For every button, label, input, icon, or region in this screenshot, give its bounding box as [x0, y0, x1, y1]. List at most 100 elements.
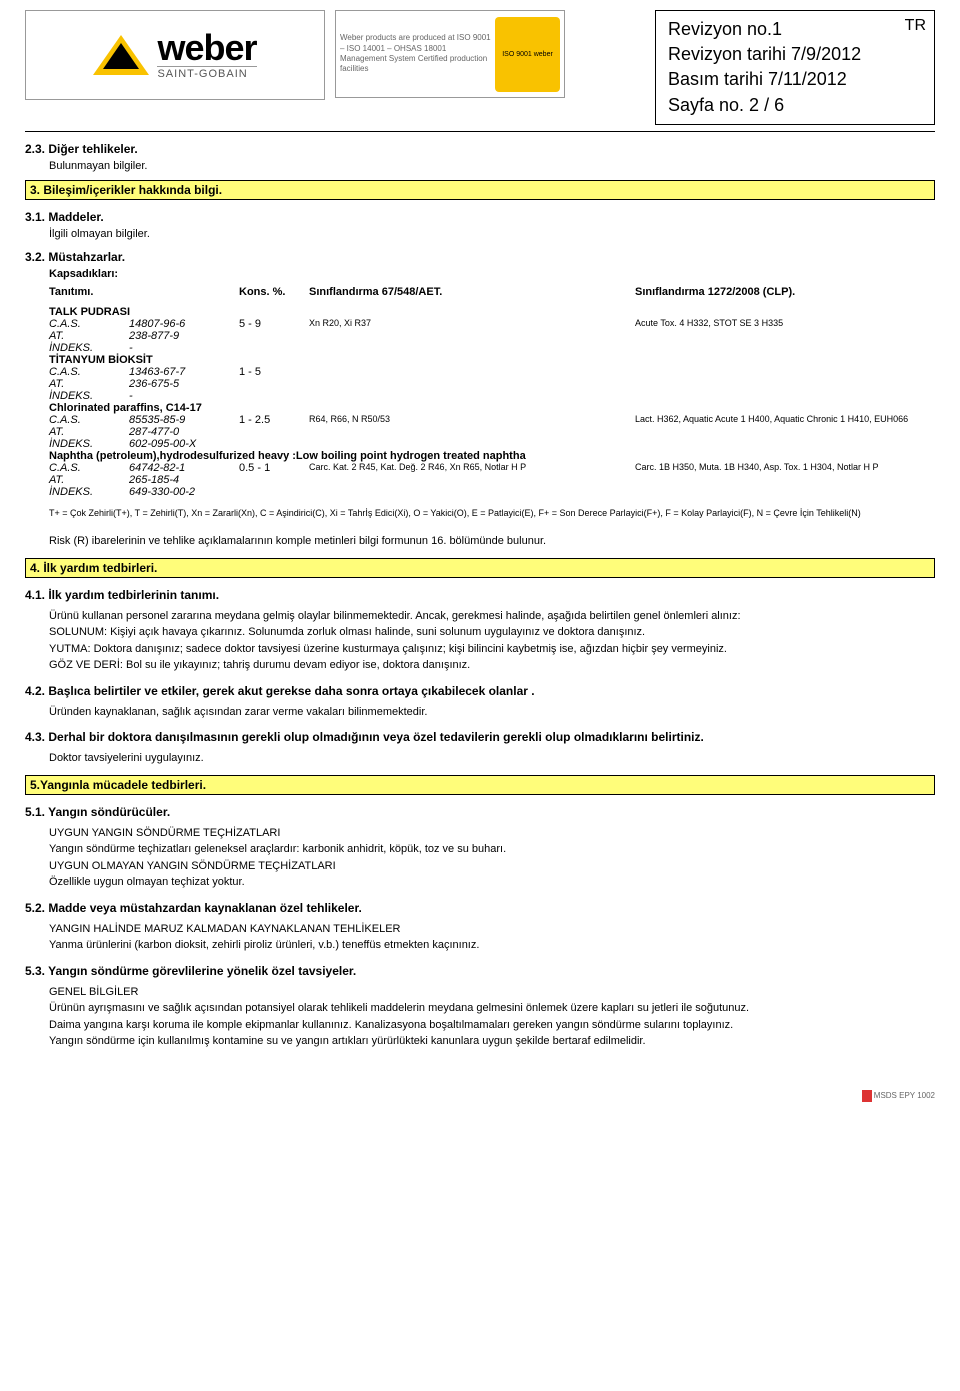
index-value: 649-330-00-2	[129, 486, 239, 498]
class2-value: Acute Tox. 4 H332, STOT SE 3 H335	[635, 318, 935, 330]
cas-value: 64742-82-1	[129, 462, 239, 474]
class1-value	[309, 366, 635, 378]
ingredient-name: TİTANYUM BİOKSİT	[49, 354, 935, 366]
s31-body: İlgili olmayan bilgiler.	[25, 228, 935, 240]
cas-value: 14807-96-6	[129, 318, 239, 330]
index-label: İNDEKS.	[49, 438, 129, 450]
class1-value: R64, R66, N R50/53	[309, 414, 635, 426]
s23-body: Bulunmayan bilgiler.	[25, 160, 935, 172]
footer-text: MSDS EPY 1002	[874, 1091, 935, 1100]
section-5-bar: 5.Yangınla mücadele tedbirleri.	[25, 775, 935, 795]
class1-value: Xn R20, Xi R37	[309, 318, 635, 330]
cas-label: C.A.S.	[49, 414, 129, 426]
ingredient-block: Naphtha (petroleum),hydrodesulfurized he…	[49, 450, 935, 498]
logo-sub-text: SAINT-GOBAIN	[157, 66, 256, 80]
rev-no: Revizyon no.1	[668, 17, 922, 42]
section-4-bar: 4. İlk yardım tedbirleri.	[25, 558, 935, 578]
index-label: İNDEKS.	[49, 390, 129, 402]
s42-body: Üründen kaynaklanan, sağlık açısından za…	[25, 704, 935, 721]
body-line: GÖZ VE DERİ: Bol su ile yıkayınız; tahri…	[49, 657, 935, 674]
s51-l2: Yangın söndürme teçhizatları geleneksel …	[49, 841, 935, 858]
s43-title: 4.3. Derhal bir doktora danışılmasının g…	[25, 730, 935, 744]
s32-body: Kapsadıkları:	[25, 268, 935, 280]
col-id: Tanıtımı.	[49, 286, 239, 298]
s53-body: GENEL BİLGİLER Ürünün ayrışmasını ve sağ…	[25, 984, 935, 1050]
ingredient-table: TALK PUDRASIC.A.S.14807-96-65 - 9Xn R20,…	[25, 306, 935, 498]
revision-box: TR Revizyon no.1 Revizyon tarihi 7/9/201…	[655, 10, 935, 125]
col-conc: Kons. %.	[239, 286, 309, 298]
s51-l1: UYGUN YANGIN SÖNDÜRME TEÇHİZATLARI	[49, 825, 935, 842]
s51-l3: UYGUN OLMAYAN YANGIN SÖNDÜRME TEÇHİZATLA…	[49, 858, 935, 875]
ingredient-block: TİTANYUM BİOKSİTC.A.S.13463-67-71 - 5 AT.…	[49, 354, 935, 402]
conc-value: 1 - 5	[239, 366, 309, 378]
cas-label: C.A.S.	[49, 318, 129, 330]
s53-l3: Daima yangına karşı koruma ile komple ek…	[49, 1017, 935, 1034]
index-label: İNDEKS.	[49, 342, 129, 354]
conc-value: 5 - 9	[239, 318, 309, 330]
logo-main-text: weber	[157, 30, 256, 66]
s53-l1: GENEL BİLGİLER	[49, 984, 935, 1001]
logo-icon	[93, 35, 149, 75]
body-line: SOLUNUM: Kişiyi açık havaya çıkarınız. S…	[49, 624, 935, 641]
ingredient-block: Chlorinated paraffins, C14-17C.A.S.85535…	[49, 402, 935, 450]
index-value: -	[129, 342, 239, 354]
s52-l2: Yanma ürünlerini (karbon dioksit, zehirl…	[49, 937, 935, 954]
s41-body: Ürünü kullanan personel zararına meydana…	[25, 608, 935, 674]
cas-label: C.A.S.	[49, 366, 129, 378]
s53-l4: Yangın söndürme için kullanılmış kontami…	[49, 1033, 935, 1050]
lang-code: TR	[905, 15, 926, 37]
conc-value: 0.5 - 1	[239, 462, 309, 474]
s53-l2: Ürünün ayrışmasını ve sağlık açısından p…	[49, 1000, 935, 1017]
cert-text: Weber products are produced at ISO 9001 …	[340, 33, 491, 75]
footer: MSDS EPY 1002	[25, 1090, 935, 1102]
index-value: -	[129, 390, 239, 402]
s31-title: 3.1. Maddeler.	[25, 210, 935, 224]
s41-title: 4.1. İlk yardım tedbirlerinin tanımı.	[25, 588, 935, 602]
s42-title: 4.2. Başlıca belirtiler ve etkiler, gere…	[25, 684, 935, 698]
at-label: AT.	[49, 330, 129, 342]
at-value: 236-675-5	[129, 378, 239, 390]
rev-date: Revizyon tarihi 7/9/2012	[668, 42, 922, 67]
s51-l4: Özellikle uygun olmayan teçhizat yoktur.	[49, 874, 935, 891]
at-value: 265-185-4	[129, 474, 239, 486]
s23-title: 2.3. Diğer tehlikeler.	[25, 142, 935, 156]
cert-badge: ISO 9001 weber	[495, 17, 560, 92]
body-line: Ürünü kullanan personel zararına meydana…	[49, 608, 935, 625]
at-label: AT.	[49, 474, 129, 486]
class2-value: Carc. 1B H350, Muta. 1B H340, Asp. Tox. …	[635, 462, 935, 474]
at-value: 287-477-0	[129, 426, 239, 438]
s52-title: 5.2. Madde veya müstahzardan kaynaklanan…	[25, 901, 935, 915]
ingredient-name: Naphtha (petroleum),hydrodesulfurized he…	[49, 450, 935, 462]
ingredient-block: TALK PUDRASIC.A.S.14807-96-65 - 9Xn R20,…	[49, 306, 935, 354]
s51-title: 5.1. Yangın söndürücüler.	[25, 805, 935, 819]
col-class1: Sınıflandırma 67/548/AET.	[309, 286, 635, 298]
at-value: 238-877-9	[129, 330, 239, 342]
note-16: Risk (R) ibarelerinin ve tehlike açıklam…	[25, 533, 935, 550]
cert-box: Weber products are produced at ISO 9001 …	[335, 10, 565, 98]
print-date: Basım tarihi 7/11/2012	[668, 67, 922, 92]
ingredient-name: TALK PUDRASI	[49, 306, 935, 318]
at-label: AT.	[49, 426, 129, 438]
col-class2: Sınıflandırma 1272/2008 (CLP).	[635, 286, 935, 298]
section-3-bar: 3. Bileşim/içerikler hakkında bilgi.	[25, 180, 935, 200]
at-label: AT.	[49, 378, 129, 390]
logo-box: weber SAINT-GOBAIN	[25, 10, 325, 100]
class1-value: Carc. Kat. 2 R45, Kat. Değ. 2 R46, Xn R6…	[309, 462, 635, 474]
legend: T+ = Çok Zehirli(T+), T = Zehirli(T), Xn…	[25, 508, 935, 520]
index-value: 602-095-00-X	[129, 438, 239, 450]
ingredient-name: Chlorinated paraffins, C14-17	[49, 402, 935, 414]
s32-title: 3.2. Müstahzarlar.	[25, 250, 935, 264]
s52-body: YANGIN HALİNDE MARUZ KALMADAN KAYNAKLANA…	[25, 921, 935, 954]
s53-title: 5.3. Yangın söndürme görevlilerine yönel…	[25, 964, 935, 978]
footer-icon	[862, 1090, 872, 1102]
s43-body: Doktor tavsiyelerini uygulayınız.	[25, 750, 935, 767]
page-no: Sayfa no. 2 / 6	[668, 93, 922, 118]
document-header: weber SAINT-GOBAIN Weber products are pr…	[25, 10, 935, 132]
class2-value	[635, 366, 935, 378]
s51-body: UYGUN YANGIN SÖNDÜRME TEÇHİZATLARI Yangı…	[25, 825, 935, 891]
cas-value: 13463-67-7	[129, 366, 239, 378]
body-line: YUTMA: Doktora danışınız; sadece doktor …	[49, 641, 935, 658]
ingredient-header: Tanıtımı. Kons. %. Sınıflandırma 67/548/…	[25, 286, 935, 298]
s52-l1: YANGIN HALİNDE MARUZ KALMADAN KAYNAKLANA…	[49, 921, 935, 938]
conc-value: 1 - 2.5	[239, 414, 309, 426]
